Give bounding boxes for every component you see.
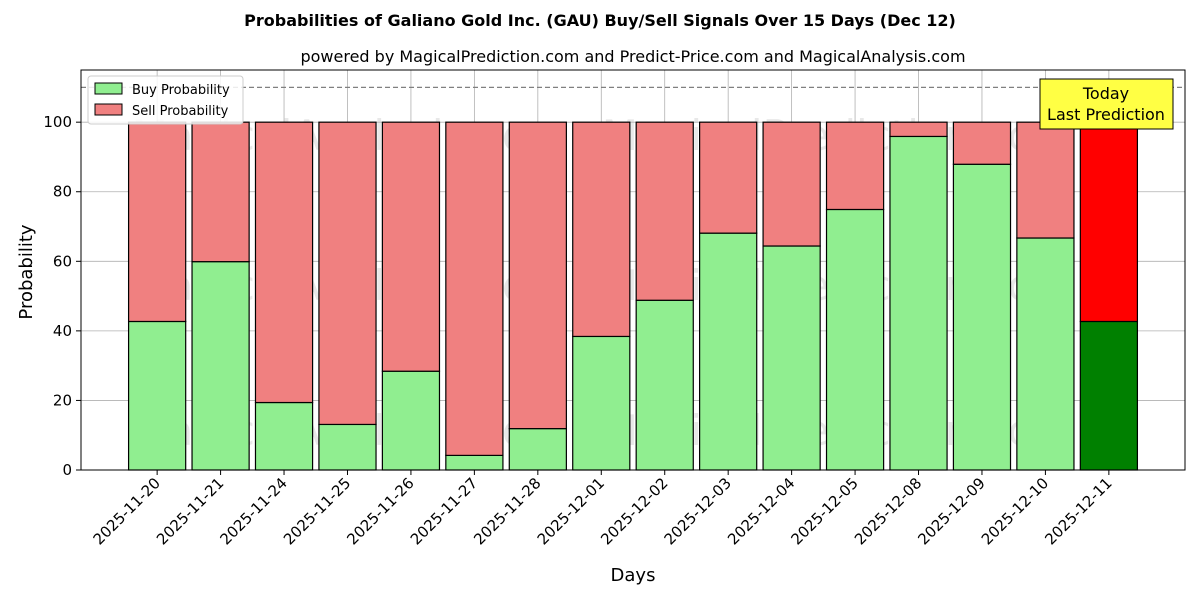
bar-sell-2025-11-26 bbox=[381, 121, 441, 372]
y-tick-label: 100 bbox=[43, 113, 72, 131]
legend-box bbox=[87, 75, 244, 125]
bar-sell-2025-11-28 bbox=[508, 121, 567, 430]
bar-buy-2025-12-03 bbox=[699, 232, 758, 471]
bar-buy-2025-12-11 bbox=[1079, 320, 1139, 471]
legend-label-buy: Buy Probability bbox=[132, 83, 230, 98]
x-tick-label: 2025-12-09 bbox=[914, 474, 988, 548]
bar-buy-2025-12-10 bbox=[1016, 237, 1075, 471]
annotation-line-2: Last Prediction bbox=[1047, 105, 1165, 124]
plot-frame bbox=[80, 69, 1186, 471]
annotation-line-1: Today bbox=[1082, 84, 1129, 103]
bar-sell-2025-12-02 bbox=[635, 121, 694, 301]
x-tick-label: 2025-12-04 bbox=[724, 474, 798, 548]
bar-sell-2025-11-20 bbox=[127, 121, 187, 323]
bar-sell-2025-11-24 bbox=[254, 121, 314, 404]
bar-sell-2025-11-21 bbox=[191, 121, 250, 263]
x-tick-label: 2025-11-24 bbox=[216, 474, 290, 548]
bar-buy-2025-11-21 bbox=[191, 261, 250, 471]
bar-buy-2025-12-09 bbox=[952, 163, 1012, 471]
bar-buy-2025-11-28 bbox=[508, 428, 567, 471]
bar-buy-2025-11-24 bbox=[254, 401, 314, 471]
chart-title: Probabilities of Galiano Gold Inc. (GAU)… bbox=[244, 11, 956, 30]
x-tick-label: 2025-11-28 bbox=[470, 474, 544, 548]
bar-sell-2025-12-01 bbox=[572, 121, 631, 338]
legend-label-sell: Sell Probability bbox=[132, 104, 229, 119]
bar-sell-2025-11-25 bbox=[318, 121, 377, 426]
bar-buy-2025-12-02 bbox=[635, 299, 694, 471]
bar-sell-2025-12-11 bbox=[1079, 121, 1139, 323]
x-tick-label: 2025-11-20 bbox=[90, 474, 164, 548]
bar-buy-2025-12-04 bbox=[762, 245, 821, 471]
y-axis-label: Probability bbox=[16, 224, 37, 319]
bar-sell-2025-12-09 bbox=[952, 121, 1012, 165]
chart-subtitle: powered by MagicalPrediction.com and Pre… bbox=[300, 47, 965, 66]
x-tick-label: 2025-11-21 bbox=[153, 474, 227, 548]
x-axis-ticks: 2025-11-202025-11-212025-11-242025-11-25… bbox=[90, 470, 1116, 548]
bars bbox=[127, 121, 1139, 471]
y-axis-ticks: 0 20 40 60 80 100 bbox=[43, 113, 81, 479]
bar-sell-2025-12-04 bbox=[762, 121, 821, 247]
bar-buy-2025-11-27 bbox=[445, 454, 504, 471]
x-axis-label: Days bbox=[611, 565, 656, 586]
x-tick-label: 2025-12-03 bbox=[661, 474, 735, 548]
bar-buy-2025-12-05 bbox=[825, 208, 885, 471]
today-annotation: Today Last Prediction bbox=[1039, 78, 1174, 130]
bar-sell-2025-12-10 bbox=[1016, 121, 1075, 239]
x-tick-label: 2025-12-01 bbox=[534, 474, 608, 548]
x-tick-label: 2025-11-27 bbox=[407, 474, 481, 548]
y-tick-label: 0 bbox=[62, 461, 72, 479]
x-tick-label: 2025-12-11 bbox=[1041, 474, 1115, 548]
legend-swatch-buy bbox=[94, 82, 123, 95]
y-tick-label: 20 bbox=[53, 391, 72, 409]
bar-buy-2025-12-08 bbox=[889, 135, 948, 471]
bar-buy-2025-11-26 bbox=[381, 370, 441, 471]
annotation-box bbox=[1039, 78, 1174, 130]
bar-buy-2025-11-20 bbox=[127, 320, 187, 471]
bar-buy-2025-12-01 bbox=[572, 335, 631, 471]
y-tick-label: 40 bbox=[53, 322, 72, 340]
x-tick-label: 2025-12-05 bbox=[788, 474, 862, 548]
legend-swatch-sell bbox=[94, 103, 123, 116]
bar-sell-2025-12-05 bbox=[825, 121, 885, 211]
x-tick-label: 2025-12-02 bbox=[597, 474, 671, 548]
legend: Buy Probability Sell Probability bbox=[87, 75, 244, 125]
y-tick-label: 80 bbox=[53, 183, 72, 201]
bar-sell-2025-12-03 bbox=[699, 121, 758, 234]
x-tick-label: 2025-11-25 bbox=[280, 474, 354, 548]
y-tick-label: 60 bbox=[53, 252, 72, 270]
x-tick-label: 2025-11-26 bbox=[343, 474, 417, 548]
bar-sell-2025-11-27 bbox=[445, 121, 504, 456]
x-tick-label: 2025-12-08 bbox=[851, 474, 925, 548]
bar-sell-2025-12-08 bbox=[889, 121, 948, 138]
x-tick-label: 2025-12-10 bbox=[978, 474, 1052, 548]
bar-buy-2025-11-25 bbox=[318, 423, 377, 471]
